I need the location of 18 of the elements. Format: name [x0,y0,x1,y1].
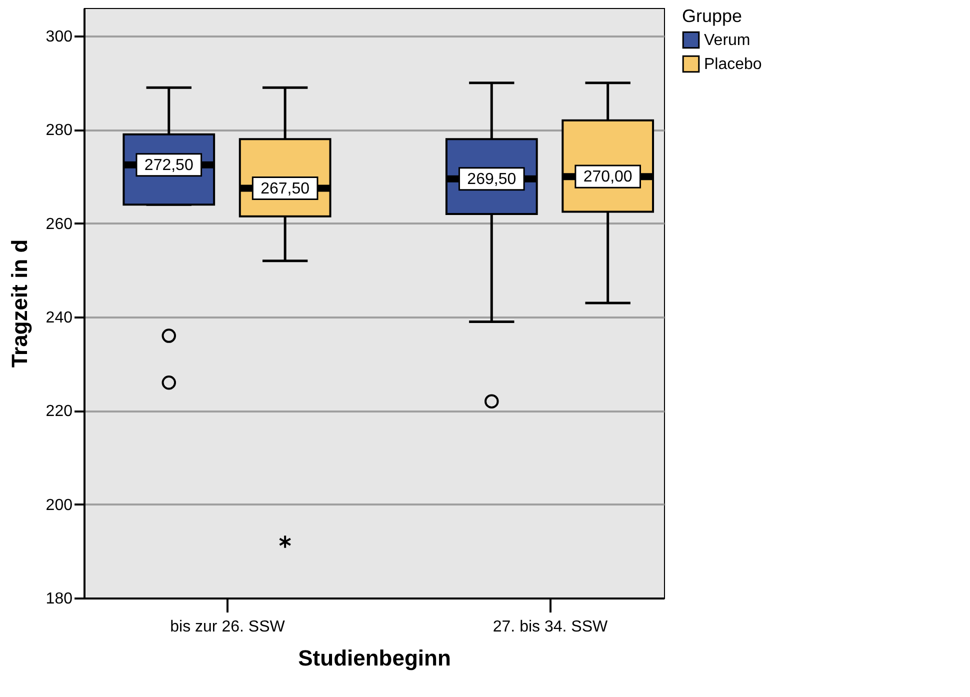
text: 272,50 [144,156,194,174]
x-tick-label: bis zur 26. SSW [170,618,286,636]
y-tick-label: 200 [46,496,73,514]
x-axis-title: Studienbeginn [298,646,451,670]
y-tick-label: 240 [46,310,73,327]
legend-title: Gruppe [682,6,742,26]
y-axis-title: Tragzeit in d [6,239,32,368]
legend-label: Verum [704,32,750,49]
text: 267,50 [260,180,310,198]
text: 270,00 [583,168,632,186]
y-tick-label: 300 [46,28,73,46]
y-tick-label: 220 [46,403,73,420]
y-tick-label: 180 [46,590,73,608]
x-tick-label: 27. bis 34. SSW [492,618,608,636]
text: 269,50 [467,170,516,188]
legend-label: Placebo [704,56,762,73]
y-tick-label: 280 [46,122,73,140]
y-tick-label: 260 [46,216,73,233]
